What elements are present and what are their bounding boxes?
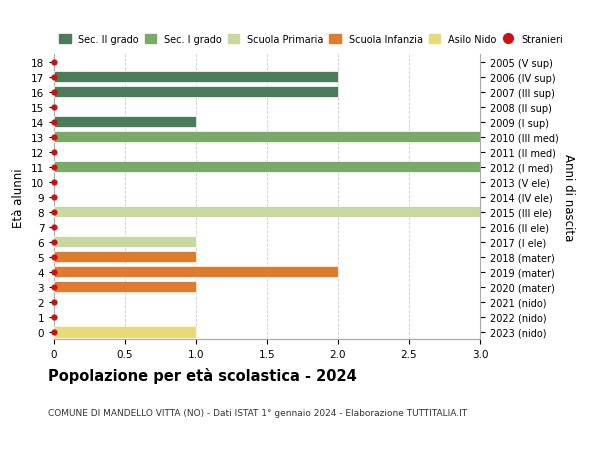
Text: Popolazione per età scolastica - 2024: Popolazione per età scolastica - 2024: [48, 367, 357, 383]
Y-axis label: Anni di nascita: Anni di nascita: [562, 154, 575, 241]
Legend: Sec. II grado, Sec. I grado, Scuola Primaria, Scuola Infanzia, Asilo Nido, Stran: Sec. II grado, Sec. I grado, Scuola Prim…: [59, 34, 563, 45]
Text: COMUNE DI MANDELLO VITTA (NO) - Dati ISTAT 1° gennaio 2024 - Elaborazione TUTTIT: COMUNE DI MANDELLO VITTA (NO) - Dati IST…: [48, 409, 467, 418]
Bar: [54, 267, 338, 278]
Bar: [54, 87, 338, 98]
Bar: [54, 72, 338, 83]
Bar: [54, 132, 480, 143]
Bar: [54, 162, 480, 173]
Bar: [54, 252, 196, 263]
Bar: [54, 207, 480, 218]
Bar: [54, 282, 196, 293]
Bar: [54, 237, 196, 248]
Y-axis label: Età alunni: Età alunni: [13, 168, 25, 227]
Bar: [54, 117, 196, 128]
Bar: [54, 326, 196, 338]
